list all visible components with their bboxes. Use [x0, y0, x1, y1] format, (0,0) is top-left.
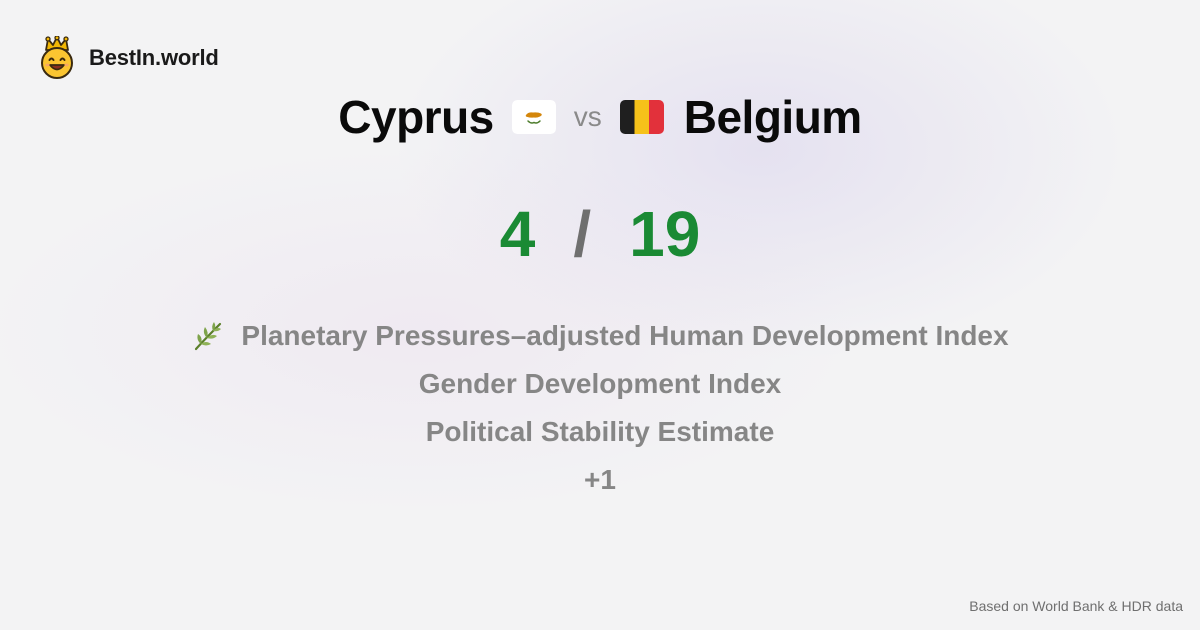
cyprus-flag-icon	[511, 100, 556, 134]
metric-label: Gender Development Index	[418, 368, 782, 399]
smiling-face-with-crown-icon	[41, 36, 73, 79]
right-score: 19	[629, 198, 701, 270]
score-separator: /	[573, 198, 592, 270]
vs-label: vs	[573, 101, 602, 132]
data-source-note: Based on World Bank & HDR data	[969, 598, 1183, 614]
herb-icon	[195, 322, 222, 351]
right-country-name: Belgium	[683, 91, 862, 143]
left-country-name: Cyprus	[338, 91, 494, 143]
metric-item: Planetary Pressures–adjusted Human Devel…	[191, 312, 1009, 360]
metric-item: Political Stability Estimate	[426, 408, 775, 456]
more-metrics-count: +1	[584, 456, 616, 504]
comparison-title: Cyprus vs Belgium	[0, 86, 1200, 148]
belgium-flag-icon	[619, 100, 664, 134]
metric-item: Gender Development Index	[419, 360, 782, 408]
left-score: 4	[499, 198, 536, 270]
metric-label: Political Stability Estimate	[425, 416, 775, 447]
brand-name: BestIn.world	[89, 45, 219, 70]
metric-label: Planetary Pressures–adjusted Human Devel…	[241, 320, 1009, 351]
score-display: 4 / 19	[0, 196, 1200, 272]
metric-label: +1	[584, 464, 616, 495]
brand[interactable]: BestIn.world	[38, 36, 219, 80]
metric-list: Planetary Pressures–adjusted Human Devel…	[0, 312, 1200, 504]
